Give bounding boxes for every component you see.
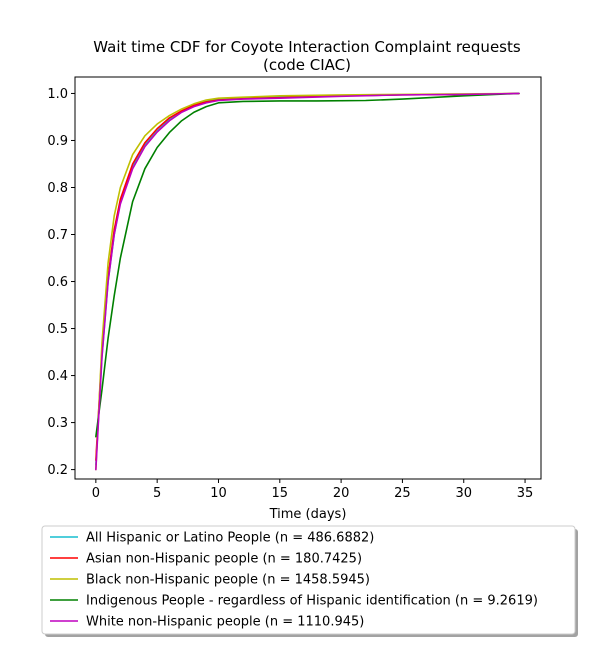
y-tick-label: 0.5 xyxy=(47,322,68,337)
series-line-0 xyxy=(95,92,520,466)
x-tick-label: 25 xyxy=(394,486,411,501)
x-tick-label: 15 xyxy=(272,486,289,501)
series-line-2 xyxy=(95,92,520,471)
x-tick-label: 10 xyxy=(210,486,227,501)
y-tick-label: 0.2 xyxy=(47,463,68,478)
legend-label-2: Black non-Hispanic people (n = 1458.5945… xyxy=(86,573,370,588)
x-tick-label: 5 xyxy=(153,486,161,501)
series-lines xyxy=(95,92,520,471)
y-tick-label: 0.8 xyxy=(47,181,68,196)
y-tick-label: 0.9 xyxy=(47,134,68,149)
series-line-3 xyxy=(95,92,520,438)
y-axis-ticks: 0.2 0.3 0.4 0.5 0.6 0.7 0.8 0.9 1.0 xyxy=(47,87,75,478)
y-tick-label: 0.6 xyxy=(47,275,68,290)
y-tick-label: 0.4 xyxy=(47,369,68,384)
x-tick-label: 0 xyxy=(92,486,100,501)
x-axis-ticks: 0 5 10 15 20 25 30 35 xyxy=(92,479,534,501)
legend-entries: All Hispanic or Latino People (n = 486.6… xyxy=(50,531,538,630)
legend: All Hispanic or Latino People (n = 486.6… xyxy=(41,525,578,637)
x-tick-label: 30 xyxy=(455,486,472,501)
x-axis-label: Time (days) xyxy=(269,507,347,522)
legend-box xyxy=(41,525,576,635)
series-line-4 xyxy=(95,92,520,471)
plot-frame xyxy=(74,76,542,480)
x-tick-label: 35 xyxy=(517,486,534,501)
y-tick-label: 0.7 xyxy=(47,228,68,243)
chart-title-line2: (code CIAC) xyxy=(263,56,351,74)
x-tick-label: 20 xyxy=(333,486,350,501)
legend-label-3: Indigenous People - regardless of Hispan… xyxy=(86,594,538,609)
series-line-1 xyxy=(95,92,520,461)
legend-label-4: White non-Hispanic people (n = 1110.945) xyxy=(86,615,364,630)
legend-label-1: Asian non-Hispanic people (n = 180.7425) xyxy=(86,552,362,567)
chart-title-line1: Wait time CDF for Coyote Interaction Com… xyxy=(93,38,521,56)
y-tick-label: 0.3 xyxy=(47,416,68,431)
y-tick-label: 1.0 xyxy=(47,87,68,102)
legend-label-0: All Hispanic or Latino People (n = 486.6… xyxy=(86,531,374,546)
